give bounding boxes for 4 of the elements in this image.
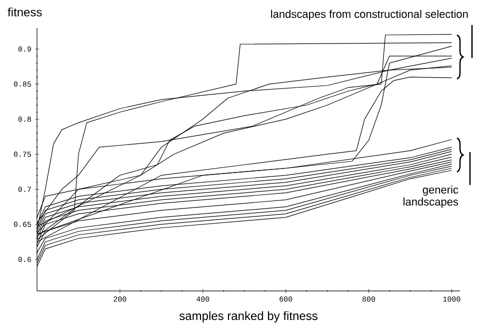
annotation: generic landscapes <box>404 186 458 208</box>
x-axis-title: samples ranked by fitness <box>179 311 318 322</box>
text: landscapes from constructional selection <box>271 10 468 20</box>
y-axis-title: fitness <box>8 8 42 16</box>
